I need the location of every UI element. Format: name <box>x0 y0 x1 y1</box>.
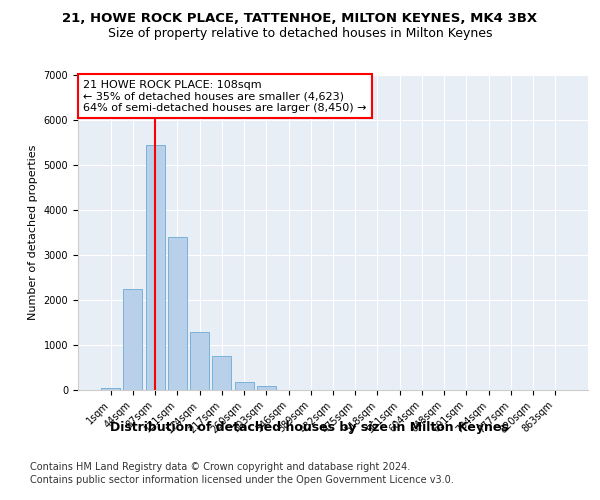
Text: Distribution of detached houses by size in Milton Keynes: Distribution of detached houses by size … <box>110 421 508 434</box>
Bar <box>257 386 276 390</box>
Bar <box>190 332 209 390</box>
Bar <box>235 382 254 390</box>
Bar <box>168 237 187 390</box>
Text: 21 HOWE ROCK PLACE: 108sqm
← 35% of detached houses are smaller (4,623)
64% of s: 21 HOWE ROCK PLACE: 108sqm ← 35% of deta… <box>83 80 367 113</box>
Bar <box>124 289 142 390</box>
Y-axis label: Number of detached properties: Number of detached properties <box>28 145 38 320</box>
Text: Contains public sector information licensed under the Open Government Licence v3: Contains public sector information licen… <box>30 475 454 485</box>
Bar <box>101 388 120 390</box>
Text: Contains HM Land Registry data © Crown copyright and database right 2024.: Contains HM Land Registry data © Crown c… <box>30 462 410 472</box>
Bar <box>212 356 231 390</box>
Bar <box>146 145 164 390</box>
Text: Size of property relative to detached houses in Milton Keynes: Size of property relative to detached ho… <box>108 28 492 40</box>
Text: 21, HOWE ROCK PLACE, TATTENHOE, MILTON KEYNES, MK4 3BX: 21, HOWE ROCK PLACE, TATTENHOE, MILTON K… <box>62 12 538 26</box>
